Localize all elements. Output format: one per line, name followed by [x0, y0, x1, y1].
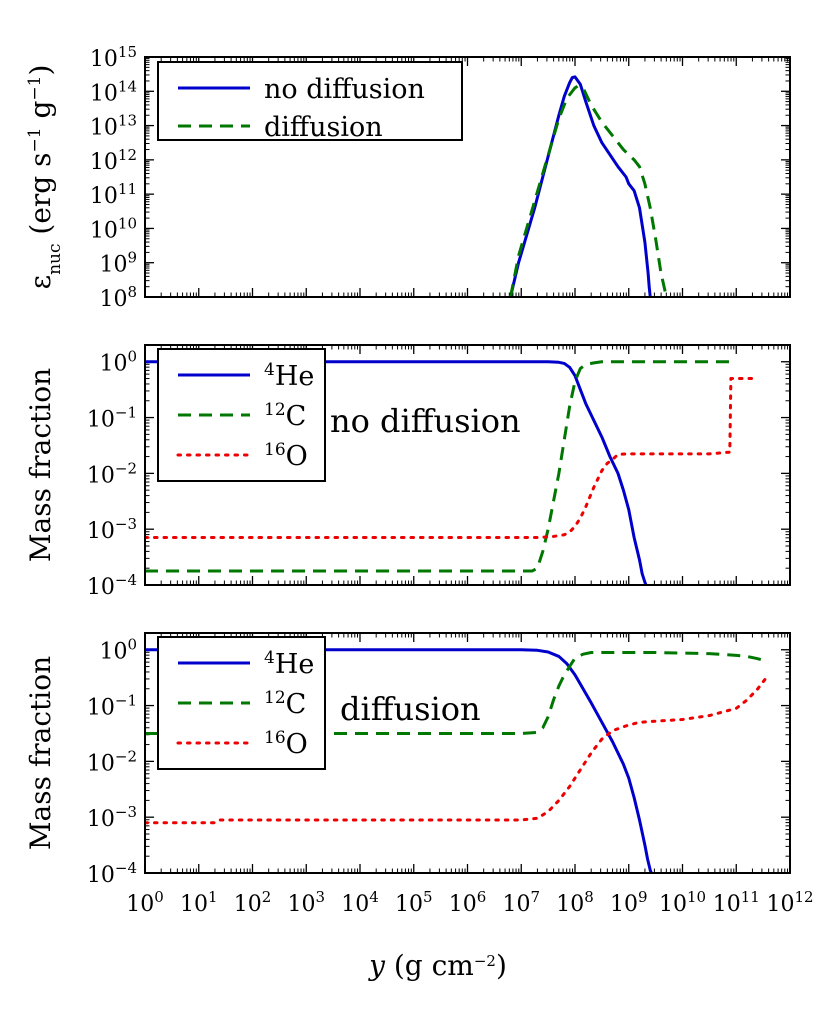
series-line-bottom-2 — [145, 673, 770, 825]
x-tick-label: 106 — [449, 888, 487, 917]
legend-label: no diffusion — [264, 74, 425, 105]
series-line-middle-0 — [145, 360, 648, 585]
legend-label: diffusion — [264, 112, 383, 143]
y-tick-label: 100 — [99, 348, 137, 377]
series-line-top-1 — [509, 84, 668, 297]
y-tick-label: 1011 — [90, 180, 137, 209]
y-axis-label: Mass fraction — [24, 656, 57, 850]
y-tick-label: 1010 — [90, 214, 137, 243]
y-tick-label: 10−1 — [87, 404, 137, 433]
x-tick-label: 104 — [341, 888, 379, 917]
panel-middle: 10−4 10−3 10−2 10−1 100 Mass fraction no diffu… — [24, 344, 791, 600]
y-axis-label: Mass fraction — [24, 368, 57, 562]
plot-frame — [144, 344, 791, 586]
x-tick-label: 105 — [395, 888, 433, 917]
legend-label: 16O — [264, 728, 308, 760]
x-tick-label: 108 — [556, 888, 594, 917]
y-tick-label: 109 — [99, 249, 137, 278]
x-label-rest: (g cm — [385, 949, 474, 982]
x-tick-label: 101 — [180, 888, 218, 917]
y-tick-label: 10−3 — [87, 803, 137, 832]
legend: no diffusion diffusion — [157, 61, 463, 143]
plot-frame — [144, 56, 791, 298]
plot-frame — [144, 632, 791, 874]
y-tick-label: 10−4 — [87, 571, 137, 600]
series-line-bottom-1 — [145, 651, 769, 735]
legend-label: 4He — [264, 360, 314, 392]
y-tick-label: 10−2 — [87, 747, 137, 776]
y-tick-label: 1014 — [90, 77, 137, 106]
legend-label: 16O — [264, 440, 308, 472]
x-tick-label: 107 — [502, 888, 540, 917]
x-tick-label: 1012 — [766, 888, 813, 917]
x-tick-label: 102 — [234, 888, 272, 917]
x-tick-label: 1010 — [659, 888, 706, 917]
series-line-middle-2 — [145, 376, 754, 540]
panel-bottom: 10−4 10−3 10−2 10−1 100 100 101 102 103 104 105 106… — [24, 632, 814, 917]
y-tick-label: 10−4 — [87, 859, 137, 888]
x-tick-label: 109 — [610, 888, 648, 917]
y-tick-label: 100 — [99, 636, 137, 665]
panel-top: 108 109 1010 1011 1012 1013 1014 1015 εnuc (erg … — [24, 43, 791, 312]
panel-annotation: diffusion — [340, 690, 481, 728]
x-label-end: ) — [496, 949, 507, 982]
x-axis-label: y (g cm−2) — [367, 949, 507, 982]
x-label-exp: −2 — [474, 952, 496, 970]
series-line-top-0 — [509, 75, 652, 297]
panel-annotation: no diffusion — [330, 402, 521, 440]
series-line-bottom-0 — [145, 648, 653, 873]
legend-label: 12C — [264, 400, 306, 432]
y-axis-label: εnuc (erg s−1 g−1) — [24, 65, 65, 290]
y-tick-label: 1012 — [90, 146, 137, 175]
y-tick-label: 10−3 — [87, 515, 137, 544]
x-tick-label: 103 — [287, 888, 325, 917]
x-tick-label: 100 — [126, 888, 164, 917]
y-tick-label: 1015 — [90, 43, 137, 72]
x-tick-label: 1011 — [713, 888, 760, 917]
y-tick-label: 108 — [99, 283, 137, 312]
x-label-var: y — [367, 949, 386, 982]
legend-label: 12C — [264, 688, 306, 720]
legend-label: 4He — [264, 648, 314, 680]
legend: 4He 12C 16O — [157, 636, 326, 770]
y-tick-label: 1013 — [90, 112, 137, 141]
y-tick-label: 10−2 — [87, 459, 137, 488]
legend: 4He 12C 16O — [157, 348, 326, 482]
y-tick-label: 10−1 — [87, 692, 137, 721]
